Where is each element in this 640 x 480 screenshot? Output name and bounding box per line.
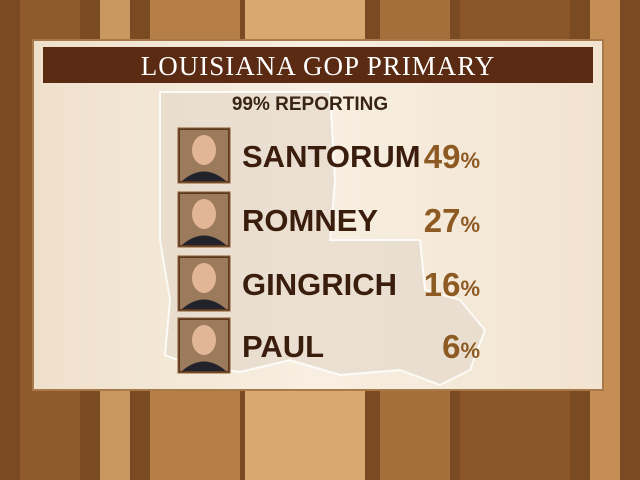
photo-face (192, 325, 216, 355)
louisiana-outline (159, 91, 487, 387)
reporting: 99% REPORTING (232, 94, 388, 115)
photo-face (192, 263, 216, 293)
result-row: GINGRICH 16% (177, 255, 480, 312)
photo-suit (182, 171, 226, 181)
candidate-name: ROMNEY (242, 203, 378, 238)
results: SANTORUM 49% ROMNEY 27% GINGRICH 16% PAUL 6% (177, 127, 480, 374)
title-bar (43, 47, 593, 83)
photo-suit (182, 361, 226, 371)
photo-suit (182, 235, 226, 245)
result-row: PAUL 6% (177, 317, 480, 374)
candidate-percent: 6% (442, 328, 480, 365)
candidate-percent: 27% (424, 202, 480, 239)
photo-suit (182, 299, 226, 309)
candidate-name: PAUL (242, 329, 324, 364)
photo-face (192, 199, 216, 229)
photo-face (192, 135, 216, 165)
candidate-name: SANTORUM (242, 139, 421, 174)
result-row: SANTORUM 49% (177, 127, 480, 184)
candidate-percent: 49% (424, 138, 480, 175)
result-row: ROMNEY 27% (177, 191, 480, 248)
candidate-name: GINGRICH (242, 267, 397, 302)
candidate-percent: 16% (424, 266, 480, 303)
title: LOUISIANA GOP PRIMARY (141, 51, 496, 81)
